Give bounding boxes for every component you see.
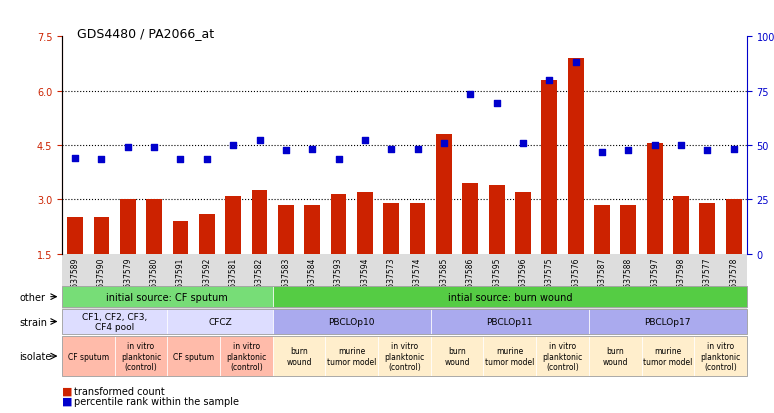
Point: [649, 142, 661, 149]
Bar: [94, 218, 109, 254]
Text: in vitro
planktonic
(control): in vitro planktonic (control): [543, 342, 583, 371]
Point: [200, 157, 213, 164]
Bar: [594, 205, 610, 254]
Point: [122, 144, 134, 151]
Text: CFCZ: CFCZ: [208, 317, 232, 326]
Bar: [700, 204, 715, 254]
Bar: [120, 200, 135, 254]
Text: in vitro
planktonic
(control): in vitro planktonic (control): [384, 342, 425, 371]
Bar: [173, 221, 188, 254]
Text: murine
tumor model: murine tumor model: [643, 347, 693, 366]
Text: GDS4480 / PA2066_at: GDS4480 / PA2066_at: [77, 27, 214, 40]
Point: [491, 101, 503, 107]
Point: [227, 142, 239, 149]
Point: [253, 137, 265, 143]
Text: in vitro
planktonic
(control): in vitro planktonic (control): [226, 342, 266, 371]
Bar: [436, 135, 452, 254]
Bar: [383, 204, 399, 254]
Text: initial source: CF sputum: initial source: CF sputum: [107, 292, 228, 302]
Text: ■: ■: [62, 386, 73, 396]
Point: [174, 157, 187, 164]
Bar: [252, 191, 268, 254]
Bar: [647, 144, 663, 254]
Text: percentile rank within the sample: percentile rank within the sample: [74, 396, 239, 406]
Text: strain: strain: [19, 317, 47, 327]
Point: [95, 157, 108, 164]
Point: [358, 137, 371, 143]
Text: in vitro
planktonic
(control): in vitro planktonic (control): [121, 342, 161, 371]
Point: [543, 77, 556, 84]
Text: burn
wound: burn wound: [444, 347, 470, 366]
Bar: [726, 200, 741, 254]
Point: [622, 148, 635, 154]
Text: burn
wound: burn wound: [602, 347, 628, 366]
Text: CF1, CF2, CF3,
CF4 pool: CF1, CF2, CF3, CF4 pool: [82, 312, 147, 331]
Bar: [304, 205, 320, 254]
Text: other: other: [19, 292, 46, 302]
Point: [701, 148, 714, 154]
Point: [570, 59, 582, 66]
Point: [332, 157, 344, 164]
Text: murine
tumor model: murine tumor model: [485, 347, 535, 366]
Text: PBCLOp10: PBCLOp10: [328, 317, 375, 326]
Point: [596, 150, 608, 156]
Bar: [409, 204, 426, 254]
Text: CF sputum: CF sputum: [173, 352, 214, 361]
Bar: [488, 185, 505, 254]
Text: burn
wound: burn wound: [286, 347, 312, 366]
Text: murine
tumor model: murine tumor model: [327, 347, 376, 366]
Point: [675, 142, 687, 149]
Text: in vitro
planktonic
(control): in vitro planktonic (control): [700, 342, 741, 371]
Bar: [542, 81, 557, 254]
Text: PBCLOp11: PBCLOp11: [487, 317, 533, 326]
Point: [69, 155, 81, 161]
Point: [306, 146, 318, 152]
Point: [412, 146, 424, 152]
Bar: [225, 196, 241, 254]
Bar: [146, 200, 162, 254]
Bar: [67, 218, 83, 254]
Text: PBCLOp17: PBCLOp17: [645, 317, 691, 326]
Bar: [199, 214, 214, 254]
Point: [728, 146, 740, 152]
Bar: [568, 59, 584, 254]
Bar: [621, 205, 636, 254]
Bar: [462, 183, 478, 254]
Point: [279, 148, 292, 154]
Text: ■: ■: [62, 396, 73, 406]
Bar: [330, 195, 347, 254]
Point: [385, 146, 397, 152]
Text: intial source: burn wound: intial source: burn wound: [447, 292, 572, 302]
Point: [464, 92, 477, 98]
Text: transformed count: transformed count: [74, 386, 165, 396]
Bar: [278, 205, 294, 254]
Text: isolate: isolate: [19, 351, 52, 361]
Point: [438, 140, 450, 147]
Bar: [357, 192, 373, 254]
Point: [148, 144, 160, 151]
Text: CF sputum: CF sputum: [67, 352, 109, 361]
Point: [517, 140, 529, 147]
Bar: [515, 192, 531, 254]
Bar: [673, 196, 689, 254]
